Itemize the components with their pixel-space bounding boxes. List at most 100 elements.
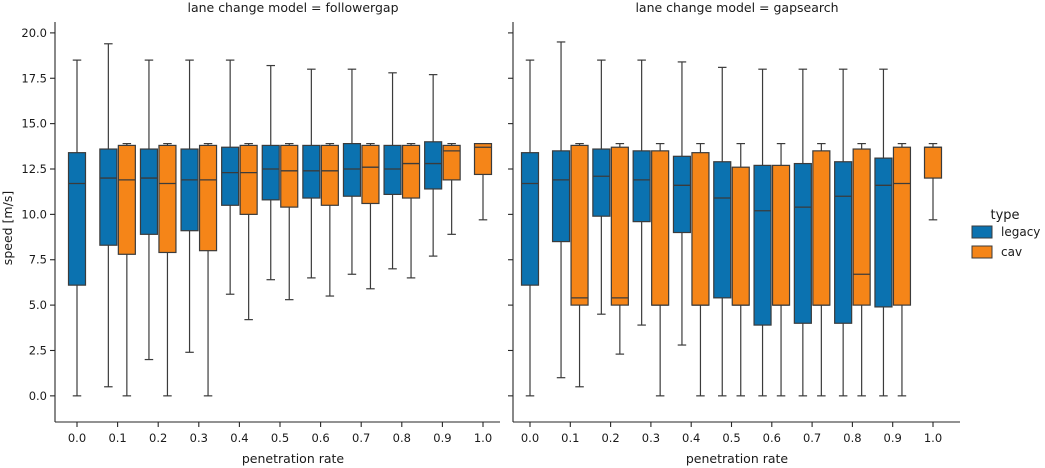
legacy-iqr-box [67,152,87,286]
cav-box [923,142,943,221]
cav-iqr-box [691,152,710,306]
legacy-iqr-box [834,161,853,324]
cav-iqr-box [610,146,629,306]
cav-box [280,142,299,301]
legacy-iqr-box [261,144,280,201]
y-tick-label: 7.5 [29,253,47,267]
cav-iqr-box [731,166,750,306]
legacy-box [672,61,692,346]
cav-iqr-box [158,144,177,254]
legacy-box [99,43,118,388]
x-tick-label: 0.9 [884,431,902,445]
cav-iqr-box [198,144,218,252]
legacy-box [67,59,87,397]
x-tick-label: 0.4 [682,431,700,445]
legend-label-legacy: legacy [1001,225,1040,239]
cav-box [158,142,177,397]
legacy-box [383,72,402,270]
x-tick-label: 0.3 [642,431,660,445]
legend-label-cav: cav [1001,245,1022,259]
legacy-box [834,68,853,397]
x-tick-label: 0.6 [763,431,781,445]
legacy-iqr-box [302,144,321,199]
x-tick-label: 0.2 [601,431,619,445]
legacy-iqr-box [383,144,402,196]
legacy-box [874,68,893,397]
x-tick-label: 1.0 [474,431,492,445]
cav-box [239,142,258,321]
legacy-box [180,59,199,353]
legacy-box [302,68,321,279]
legacy-box [261,64,280,281]
x-tick-label: 0.4 [230,431,248,445]
cav-box [852,142,871,397]
cav-box [610,142,629,355]
y-tick-label: 0.0 [29,389,47,403]
x-tick-label: 0.0 [68,431,86,445]
legacy-iqr-box [139,148,159,235]
legacy-box [551,41,571,379]
x-tick-label: 0.7 [352,431,370,445]
cav-iqr-box [320,144,339,206]
y-tick-label: 2.5 [29,343,47,357]
legacy-iqr-box [753,164,772,326]
x-tick-label: 0.8 [393,431,411,445]
legacy-box [793,68,812,397]
x-tick-label: 0.8 [843,431,861,445]
x-tick-label: 0.5 [722,431,740,445]
y-tick-label: 20.0 [21,26,47,40]
x-tick-label: 0.0 [521,431,539,445]
panel-gapsearch: lane change model = gapsearch 0.0 0.1 0.2 0… [508,0,960,466]
legacy-box [520,59,540,397]
legacy-iqr-box [874,157,893,308]
panel-followergap: lane change model = followergap 0.0 2.5 5.… [21,0,500,466]
legacy-iqr-box [99,148,118,246]
legacy-box [753,68,772,397]
legacy-box [139,59,159,361]
cav-iqr-box [442,144,461,181]
legacy-box [632,59,651,326]
cav-box [198,142,218,397]
cav-iqr-box [651,150,670,306]
cav-iqr-box [361,144,380,205]
legacy-box [342,68,362,275]
y-axis-label: speed [m/s] [0,191,15,265]
cav-box [691,142,710,397]
legacy-iqr-box [551,150,571,243]
cav-iqr-box [473,142,493,176]
cav-box [771,142,791,397]
y-tick-label: 12.5 [21,162,47,176]
cav-iqr-box [923,146,943,179]
x-tick-label: 0.1 [108,431,126,445]
cav-iqr-box [239,144,258,215]
legend-swatch-cav [971,245,993,259]
legacy-iqr-box [592,148,611,217]
legend-swatch-legacy [971,225,993,239]
x-tick-label: 0.3 [190,431,208,445]
y-tick-label: 17.5 [21,71,47,85]
cav-box [361,142,380,290]
legacy-iqr-box [221,146,240,206]
cav-box [320,142,339,297]
legacy-box [592,59,611,315]
cav-iqr-box [812,150,831,306]
x-axis-label-gapsearch: penetration rate [686,451,789,466]
cav-box [442,142,461,235]
x-tick-label: 0.5 [271,431,289,445]
legacy-iqr-box [424,141,443,190]
x-tick-label: 0.1 [561,431,579,445]
y-tick-label: 10.0 [21,207,47,221]
y-tick-label: 15.0 [21,117,47,131]
panel-title-followergap: lane change model = followergap [187,0,398,15]
x-tick-label: 0.7 [803,431,821,445]
cav-box [731,142,750,397]
legacy-box [221,59,240,295]
x-axis-label-followergap: penetration rate [242,451,345,466]
cav-box [117,142,136,397]
panel-title-gapsearch: lane change model = gapsearch [635,0,838,15]
x-tick-label: 0.6 [311,431,329,445]
legacy-iqr-box [342,142,362,197]
cav-box [812,142,831,397]
legacy-iqr-box [793,162,812,324]
